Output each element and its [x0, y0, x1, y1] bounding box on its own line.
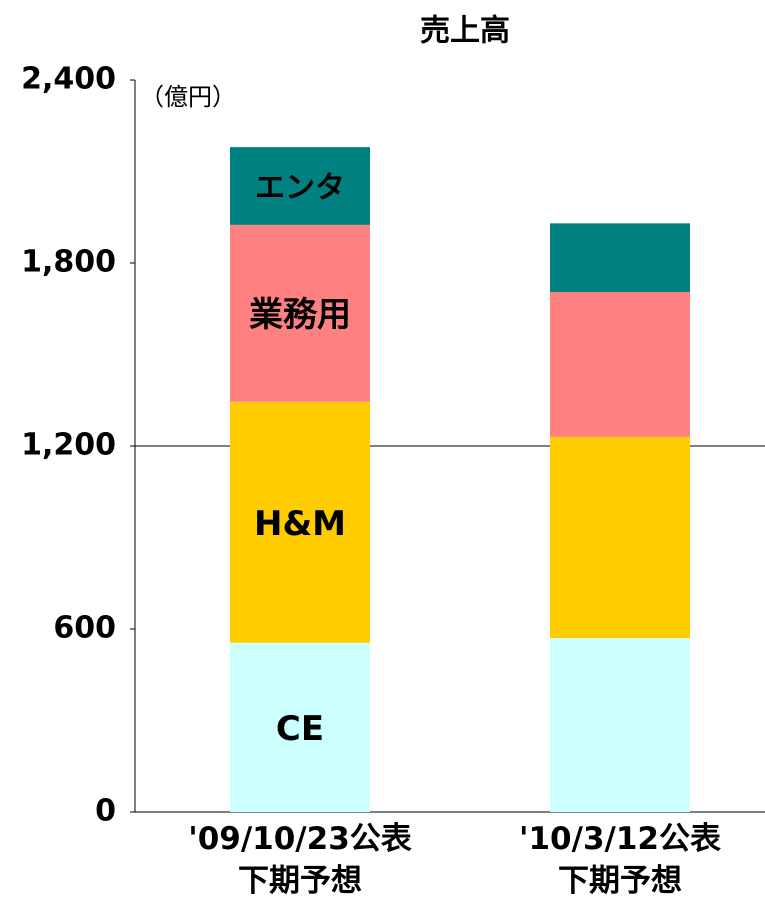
y-tick-label: 2,400 — [21, 62, 116, 97]
bar-segment — [550, 291, 690, 437]
y-tick-label: 1,200 — [21, 428, 116, 463]
bar-segment — [230, 224, 370, 402]
bar-segment — [230, 401, 370, 643]
y-tick-label: 600 — [53, 611, 116, 646]
bar-segment — [550, 436, 690, 639]
bar-segment — [550, 638, 690, 812]
chart-title: 売上高 — [420, 14, 510, 49]
segment-label: エンタ — [255, 170, 345, 205]
x-tick-label: '09/10/23公表 下期予想 — [188, 821, 412, 899]
bar-segment — [230, 147, 370, 225]
segment-label: CE — [276, 709, 324, 749]
segment-label: 業務用 — [249, 295, 351, 335]
y-unit: （億円） — [140, 83, 236, 111]
bar-segment — [550, 223, 690, 292]
segment-label: H&M — [254, 504, 346, 544]
x-tick-label: '10/3/12公表 下期予想 — [519, 821, 721, 899]
y-tick-label: 0 — [95, 794, 116, 829]
y-tick-label: 1,800 — [21, 245, 116, 280]
bar-segment — [230, 642, 370, 812]
